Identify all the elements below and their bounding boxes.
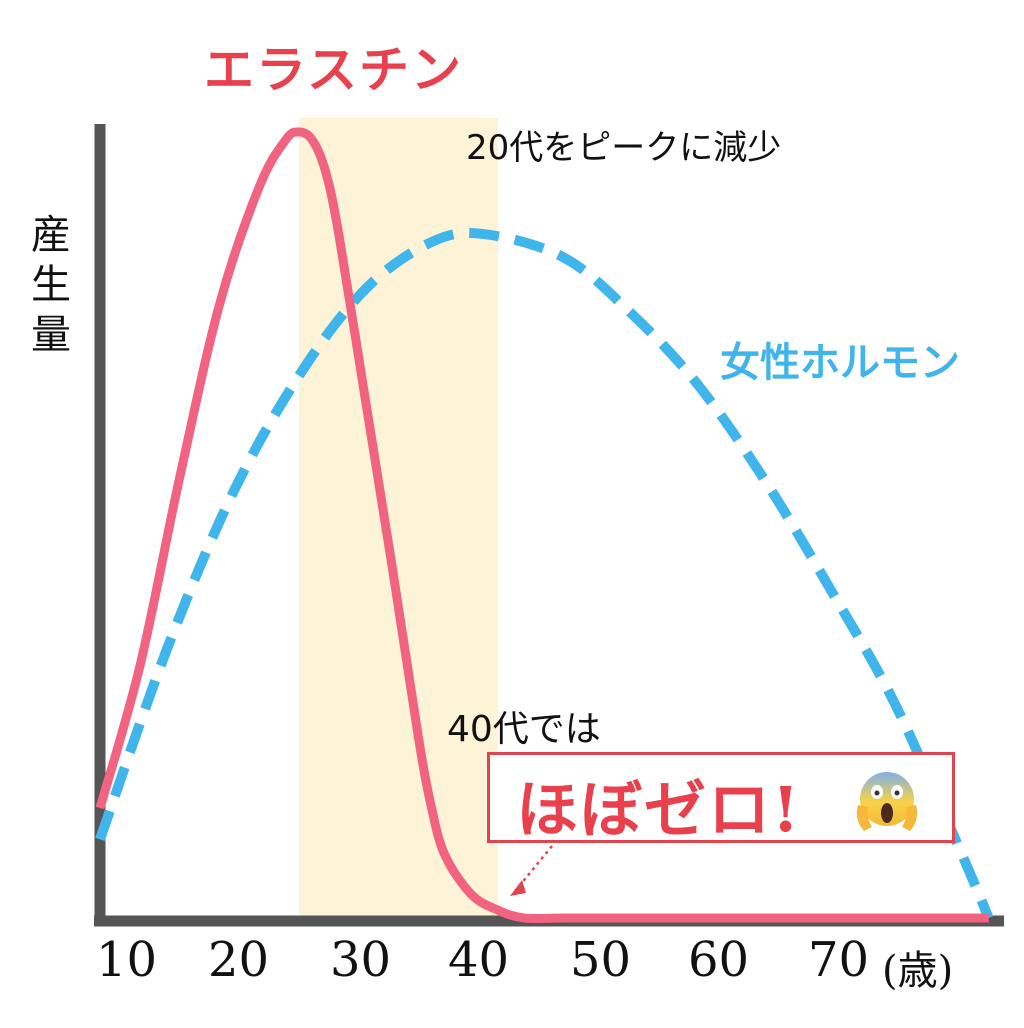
elastin-series-title: エラスチン (204, 41, 463, 99)
callout-arrow-head (510, 880, 526, 896)
callout-text: ほぼゼロ! (516, 773, 802, 846)
x-tick-label: 20 (208, 932, 270, 988)
forties-annotation: 40代では (447, 709, 601, 750)
hormone-series-line (95, 228, 994, 920)
x-axis-unit: (歳) (882, 948, 954, 994)
x-tick-label: 30 (330, 932, 392, 988)
x-tick-label: 10 (96, 932, 158, 988)
callout-arrow-line (515, 845, 553, 891)
x-tick-label: 50 (570, 932, 632, 988)
x-tick-label: 40 (448, 932, 510, 988)
y-axis-label: 産生量 (31, 212, 71, 358)
face-screaming-in-fear-icon (856, 772, 918, 831)
peak-annotation: 20代をピークに減少 (466, 128, 782, 168)
highlight-band (298, 118, 498, 918)
hormone-series-title: 女性ホルモン (720, 340, 960, 386)
callout-box: ほぼゼロ! (487, 752, 955, 846)
x-tick-label: 60 (688, 932, 750, 988)
x-tick-label: 70 (808, 932, 870, 988)
elastin-series-line (95, 127, 989, 924)
